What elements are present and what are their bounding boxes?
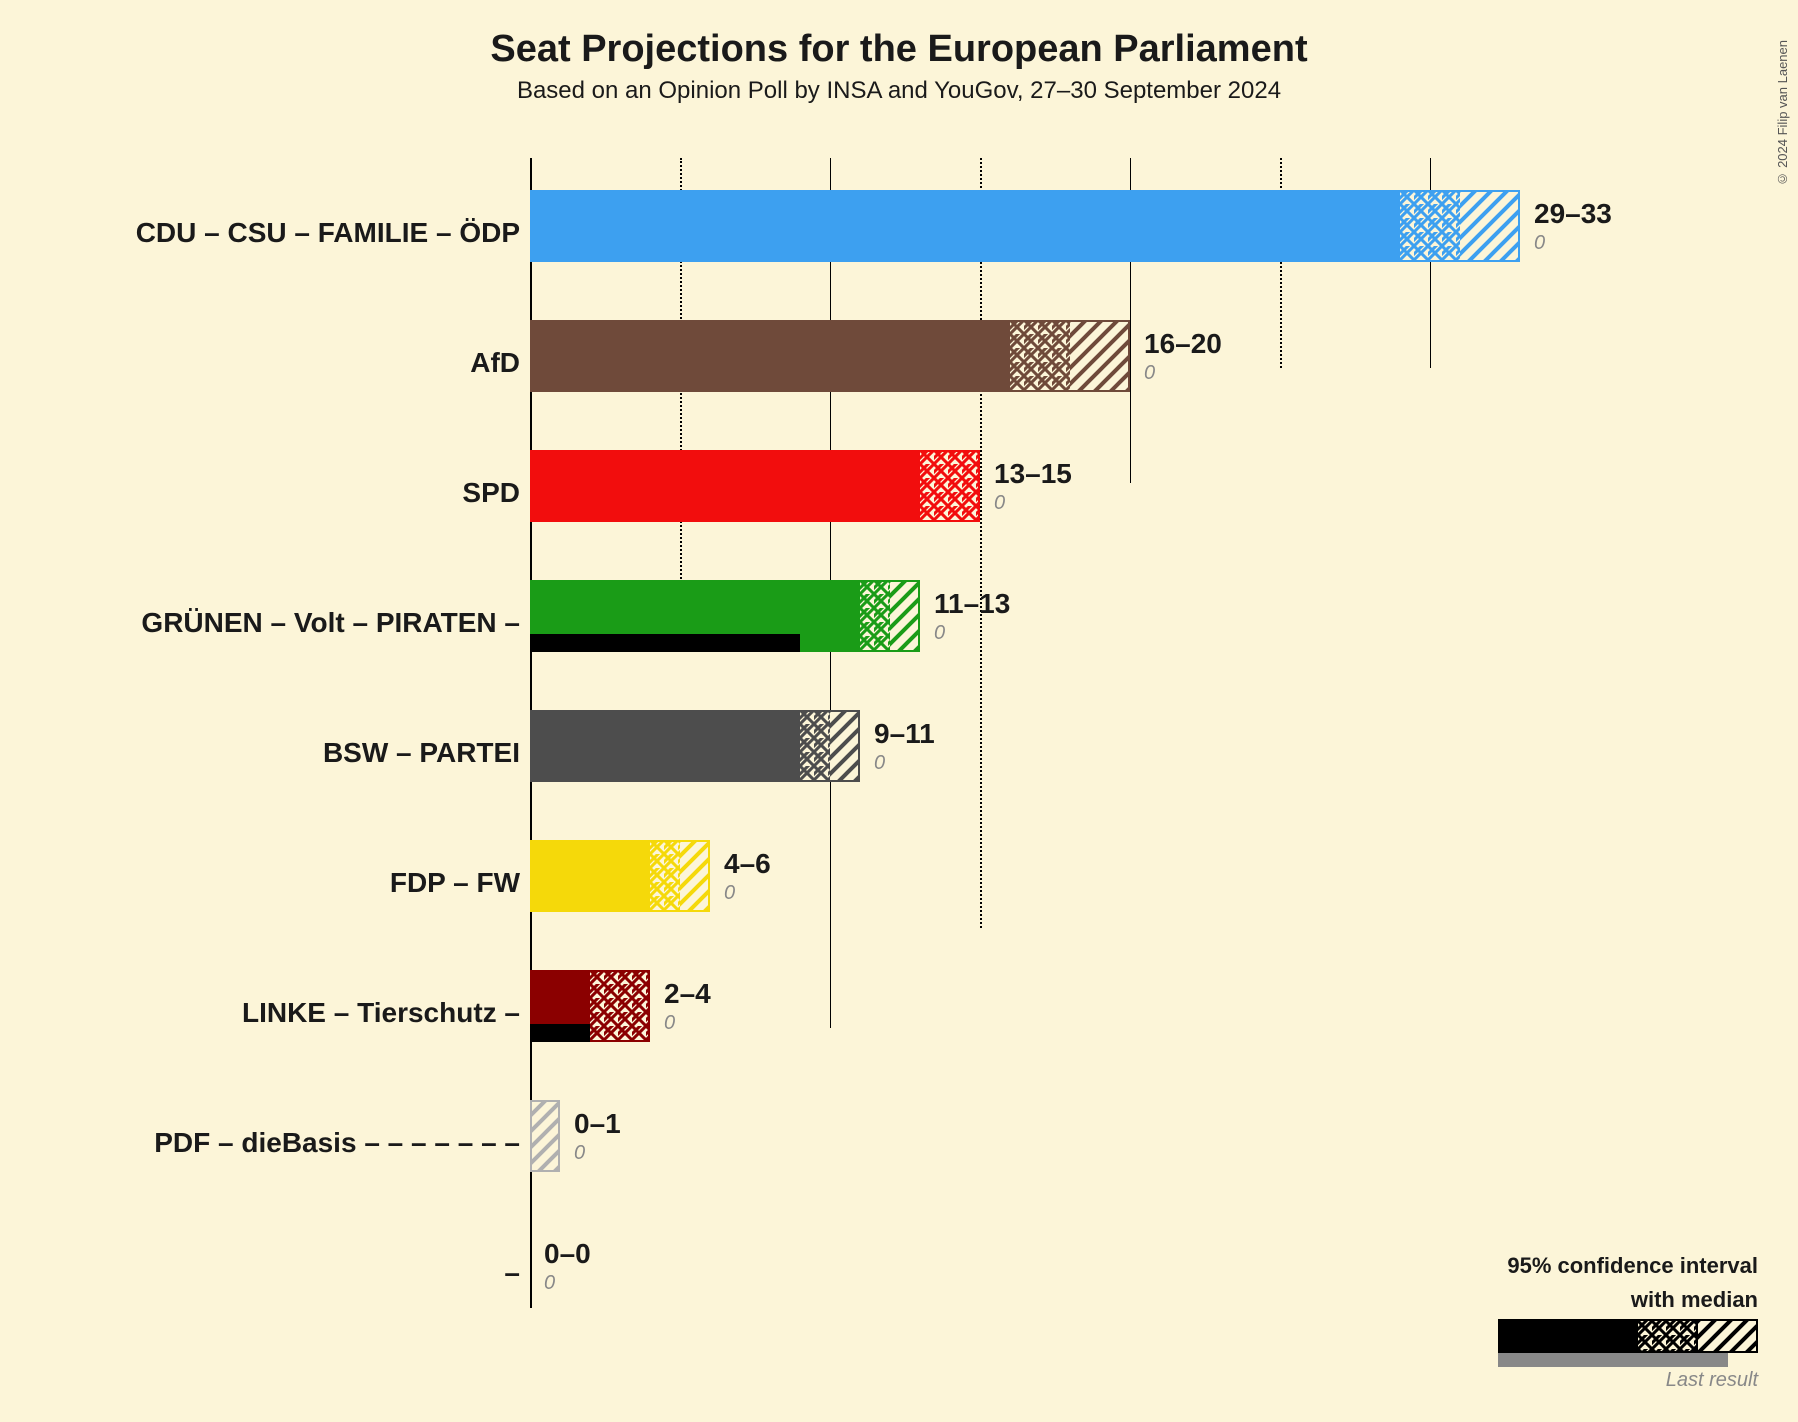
legend-line1: 95% confidence interval bbox=[1498, 1252, 1758, 1280]
bar-sub bbox=[530, 634, 800, 652]
last-result-label: 0 bbox=[574, 1142, 585, 1165]
legend-solid bbox=[1498, 1319, 1638, 1353]
party-label: AfD bbox=[470, 347, 520, 379]
legend-line2: with median bbox=[1498, 1286, 1758, 1314]
bar-solid bbox=[530, 320, 1010, 392]
value-label: 9–11 bbox=[874, 718, 935, 750]
bar-solid bbox=[530, 190, 1400, 262]
last-result-label: 0 bbox=[724, 882, 735, 905]
bar-diagonal bbox=[530, 1100, 560, 1172]
bar-diagonal bbox=[1070, 320, 1130, 392]
party-label: CDU – CSU – FAMILIE – ÖDP bbox=[136, 217, 520, 249]
party-label: BSW – PARTEI bbox=[323, 737, 520, 769]
party-row: BSW – PARTEI 9–110 bbox=[0, 688, 1798, 818]
value-label: 4–6 bbox=[724, 848, 771, 880]
bar-solid bbox=[530, 450, 920, 522]
party-label: FDP – FW bbox=[390, 867, 520, 899]
bar-crosshatch bbox=[1400, 190, 1460, 262]
party-label: – bbox=[504, 1257, 520, 1289]
party-row: LINKE – Tierschutz – 2–40 bbox=[0, 948, 1798, 1078]
value-label: 0–0 bbox=[544, 1238, 591, 1270]
legend-last-bar bbox=[1498, 1353, 1728, 1367]
last-result-label: 0 bbox=[994, 492, 1005, 515]
legend-last-label: Last result bbox=[1498, 1369, 1758, 1392]
bar-solid bbox=[530, 840, 650, 912]
party-row: CDU – CSU – FAMILIE – ÖDP 29–330 bbox=[0, 168, 1798, 298]
legend-bar bbox=[1498, 1319, 1758, 1353]
last-result-label: 0 bbox=[934, 622, 945, 645]
last-result-label: 0 bbox=[1144, 362, 1155, 385]
value-label: 16–20 bbox=[1144, 328, 1222, 360]
bar-crosshatch bbox=[590, 970, 650, 1042]
bar-diagonal bbox=[890, 580, 920, 652]
party-row: FDP – FW 4–60 bbox=[0, 818, 1798, 948]
chart-subtitle: Based on an Opinion Poll by INSA and You… bbox=[0, 77, 1798, 105]
party-row: AfD 16–200 bbox=[0, 298, 1798, 428]
bar-crosshatch bbox=[800, 710, 830, 782]
last-result-label: 0 bbox=[874, 752, 885, 775]
bar-crosshatch bbox=[650, 840, 680, 912]
value-label: 2–4 bbox=[664, 978, 711, 1010]
legend: 95% confidence interval with median Last… bbox=[1498, 1252, 1758, 1392]
legend-crosshatch bbox=[1638, 1319, 1698, 1353]
bar-diagonal bbox=[1460, 190, 1520, 262]
party-row: PDF – dieBasis – – – – – – – 0–10 bbox=[0, 1078, 1798, 1208]
party-label: GRÜNEN – Volt – PIRATEN – bbox=[141, 607, 520, 639]
bar-diagonal bbox=[680, 840, 710, 912]
party-label: LINKE – Tierschutz – bbox=[242, 997, 520, 1029]
bar-sub bbox=[530, 1024, 590, 1042]
party-row: SPD 13–150 bbox=[0, 428, 1798, 558]
chart-title: Seat Projections for the European Parlia… bbox=[0, 28, 1798, 71]
last-result-label: 0 bbox=[664, 1012, 675, 1035]
last-result-label: 0 bbox=[1534, 232, 1545, 255]
bar-crosshatch bbox=[920, 450, 980, 522]
bar-diagonal bbox=[830, 710, 860, 782]
legend-diagonal bbox=[1698, 1319, 1758, 1353]
value-label: 0–1 bbox=[574, 1108, 621, 1140]
bar-solid bbox=[530, 710, 800, 782]
bar-crosshatch bbox=[860, 580, 890, 652]
chart-area: CDU – CSU – FAMILIE – ÖDP29–330AfD16–200… bbox=[0, 158, 1798, 1418]
party-label: PDF – dieBasis – – – – – – – bbox=[154, 1127, 520, 1159]
value-label: 11–13 bbox=[934, 588, 1010, 620]
party-row: GRÜNEN – Volt – PIRATEN – 11–130 bbox=[0, 558, 1798, 688]
value-label: 29–33 bbox=[1534, 198, 1612, 230]
bar-crosshatch bbox=[1010, 320, 1070, 392]
value-label: 13–15 bbox=[994, 458, 1072, 490]
party-label: SPD bbox=[462, 477, 520, 509]
last-result-label: 0 bbox=[544, 1272, 555, 1295]
